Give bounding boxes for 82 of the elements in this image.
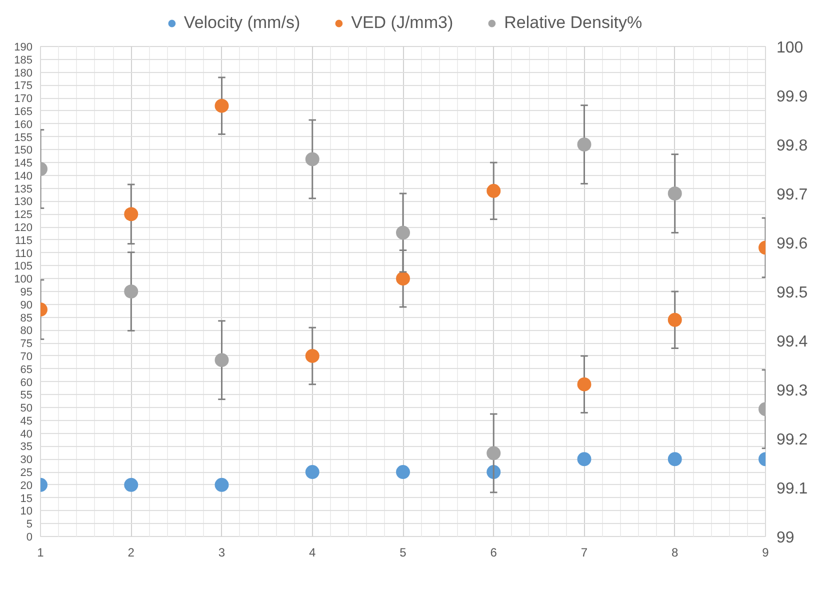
y2-tick-label: 99.8 [776,138,808,154]
y2-tick-label: 99.4 [776,334,808,350]
point [668,452,682,466]
y-tick-label: 145 [14,158,33,170]
legend-label: VED (J/mm3) [351,13,454,33]
y2-tick-label: 99.6 [776,236,808,252]
y-tick-label: 80 [20,325,33,338]
point [577,377,592,392]
y2-tick-label: 100 [776,40,804,56]
y-tick-label: 0 [26,532,33,544]
legend-label: Relative Density% [504,13,642,33]
x-tick-label: 9 [762,546,770,560]
y-tick-label: 95 [20,286,33,298]
y-tick-label: 10 [20,506,33,518]
y-tick-label: 85 [20,312,33,324]
y-tick-label: 55 [20,390,33,402]
y2-tick-label: 99.2 [776,432,808,448]
y2-tick-label: 99.9 [776,88,808,106]
point [124,478,138,492]
y-tick-label: 30 [20,454,33,466]
y-tick-label: 90 [20,299,33,312]
y-tick-label: 100 [14,274,33,286]
point [577,452,592,466]
point [668,186,682,200]
y-tick-label: 175 [14,80,33,92]
y-tick-label: 155 [14,132,33,144]
y-tick-label: 130 [14,196,33,208]
y-tick-label: 5 [26,518,33,531]
x-tick-label: 8 [672,546,679,560]
x-tick-label: 5 [400,546,407,560]
y-tick-label: 185 [14,54,33,66]
y-tick-label: 115 [14,234,33,247]
point [214,98,229,113]
y-tick-label: 25 [20,467,33,480]
y-tick-label: 65 [20,364,33,376]
point [668,312,682,327]
y-tick-label: 35 [20,441,33,454]
y-tick-label: 45 [20,415,33,428]
point [305,465,320,480]
x-tick-label: 3 [218,546,226,560]
point [214,478,229,492]
y-tick-label: 135 [14,183,33,196]
y-tick-label: 170 [14,93,33,106]
point [305,152,320,166]
y-tick-label: 70 [20,350,33,363]
x-tick-label: 7 [580,546,588,560]
point [124,207,138,222]
point [396,465,410,480]
point [396,272,410,286]
point [486,446,501,460]
y2-tick-label: 99.1 [776,480,808,498]
y-tick-label: 60 [20,376,33,389]
y-tick-label: 15 [20,492,33,505]
y-tick-label: 140 [14,170,33,182]
y-tick-label: 75 [20,338,33,350]
y-tick-label: 105 [14,260,33,273]
y-tick-label: 150 [14,144,33,157]
y-tick-label: 165 [14,106,33,118]
y-tick-label: 180 [14,67,33,80]
y-tick-label: 190 [14,42,33,54]
x-tick-label: 6 [490,546,498,560]
y-tick-label: 120 [14,222,33,234]
point [124,284,138,298]
y2-tick-label: 99 [776,530,794,546]
x-tick-label: 4 [309,546,316,560]
y-tick-label: 50 [20,402,33,415]
x-tick-label: 1 [37,546,44,560]
y-tick-label: 20 [20,480,33,492]
legend-label: Velocity (mm/s) [184,13,300,33]
point [577,138,592,152]
y2-tick-label: 99.3 [776,382,808,400]
y2-tick-label: 99.7 [776,186,808,204]
y2-tick-label: 99.5 [776,284,808,302]
y-tick-label: 40 [20,428,33,440]
x-tick-label: 2 [128,546,135,560]
point [214,353,229,368]
y-tick-label: 160 [14,118,33,131]
y-tick-label: 110 [14,248,33,260]
y-tick-label: 125 [14,209,33,222]
point [486,184,501,198]
point [305,348,320,363]
point [396,226,410,240]
